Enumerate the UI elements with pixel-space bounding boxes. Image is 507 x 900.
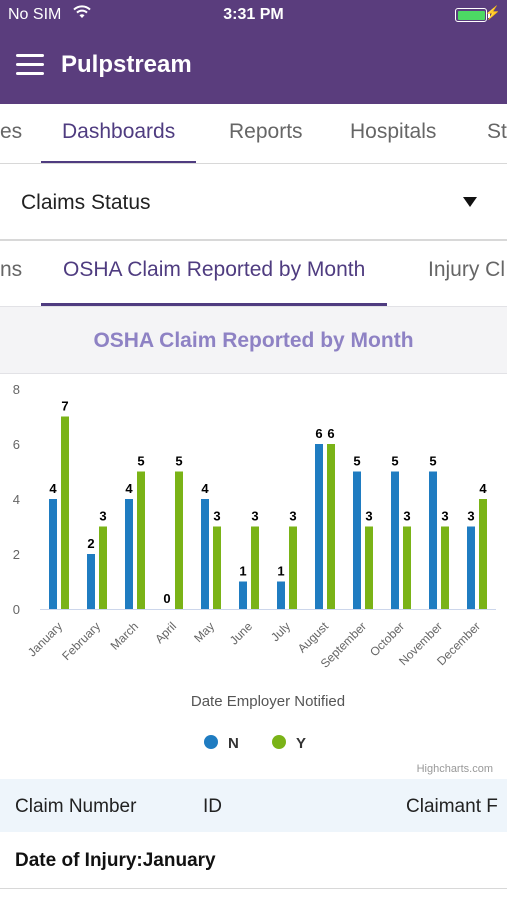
bar-n bbox=[391, 471, 399, 609]
chart-title: OSHA Claim Reported by Month bbox=[93, 329, 414, 352]
bar-chart: 0 2 4 6 8 4 7 January 2 3 February 4 5 March 0 5 April 4 3… bbox=[0, 375, 507, 778]
app-title: Pulpstream bbox=[61, 51, 192, 78]
nav-tabs: es Dashboards Reports Hospitals St bbox=[0, 104, 507, 164]
x-tick-label: August bbox=[295, 619, 332, 656]
bar-y bbox=[365, 526, 373, 609]
data-label: 5 bbox=[391, 454, 398, 469]
bar-y bbox=[403, 526, 411, 609]
bar-n bbox=[201, 499, 209, 609]
hamburger-icon[interactable] bbox=[16, 54, 44, 76]
bar-y bbox=[479, 499, 487, 609]
data-label: 1 bbox=[277, 564, 284, 579]
legend-marker-y bbox=[272, 735, 286, 749]
legend-marker-n bbox=[204, 735, 218, 749]
caret-down-icon bbox=[463, 197, 477, 207]
data-label: 5 bbox=[175, 454, 182, 469]
subtab-osha-claim-by-month[interactable]: OSHA Claim Reported by Month bbox=[40, 243, 388, 306]
bar-n bbox=[315, 444, 323, 609]
data-label: 0 bbox=[163, 591, 170, 606]
bar-y bbox=[327, 444, 335, 609]
data-label: 6 bbox=[327, 426, 334, 441]
bar-y bbox=[137, 471, 145, 609]
x-axis-title: Date Employer Notified bbox=[191, 693, 345, 710]
bar-y bbox=[251, 526, 259, 609]
x-tick-label: May bbox=[191, 619, 217, 645]
chart-canvas: 0246847January23February45March05April43… bbox=[13, 382, 496, 775]
subtab-partial-left[interactable]: ns bbox=[0, 258, 23, 281]
bar-n bbox=[277, 581, 285, 609]
app-bar: Pulpstream bbox=[0, 30, 507, 104]
tab-partial-left[interactable]: es bbox=[0, 120, 23, 143]
data-label: 3 bbox=[365, 509, 372, 524]
bar-y bbox=[441, 526, 449, 609]
bar-n bbox=[467, 526, 475, 609]
y-tick-label: 8 bbox=[13, 382, 20, 397]
column-claimant[interactable]: Claimant F bbox=[406, 796, 498, 817]
chart-tabs: ns OSHA Claim Reported by Month Injury C… bbox=[0, 243, 507, 306]
data-label: 3 bbox=[441, 509, 448, 524]
dashboard-select[interactable]: Claims Status bbox=[0, 165, 507, 241]
column-id[interactable]: ID bbox=[203, 796, 222, 817]
y-tick-label: 0 bbox=[13, 602, 20, 617]
bar-n bbox=[429, 471, 437, 609]
bar-y bbox=[175, 471, 183, 609]
column-claim-number[interactable]: Claim Number bbox=[15, 796, 137, 817]
wifi-icon bbox=[72, 4, 92, 25]
bar-y bbox=[61, 416, 69, 609]
bar-n bbox=[353, 471, 361, 609]
tab-hospitals[interactable]: Hospitals bbox=[350, 120, 437, 143]
status-bar: No SIM 3:31 PM ⚡ bbox=[0, 0, 507, 30]
dashboard-select-value: Claims Status bbox=[21, 191, 151, 214]
group-label: Date of Injury:January bbox=[15, 850, 216, 871]
y-tick-label: 6 bbox=[13, 437, 20, 452]
tab-dashboards[interactable]: Dashboards bbox=[40, 104, 197, 163]
data-label: 5 bbox=[137, 454, 144, 469]
data-label: 3 bbox=[213, 509, 220, 524]
data-label: 5 bbox=[353, 454, 360, 469]
data-label: 2 bbox=[87, 536, 94, 551]
data-label: 5 bbox=[429, 454, 436, 469]
data-label: 7 bbox=[61, 399, 68, 414]
bar-n bbox=[87, 554, 95, 609]
data-label: 4 bbox=[479, 481, 487, 496]
bar-n bbox=[125, 499, 133, 609]
data-label: 6 bbox=[315, 426, 322, 441]
tab-partial-right[interactable]: St bbox=[487, 120, 507, 143]
bar-y bbox=[99, 526, 107, 609]
data-label: 3 bbox=[99, 509, 106, 524]
data-label: 3 bbox=[289, 509, 296, 524]
x-tick-label: July bbox=[268, 619, 293, 644]
x-tick-label: June bbox=[227, 619, 256, 648]
data-label: 3 bbox=[467, 509, 474, 524]
data-label: 3 bbox=[403, 509, 410, 524]
bar-y bbox=[213, 526, 221, 609]
bar-n bbox=[239, 581, 247, 609]
clock: 3:31 PM bbox=[223, 6, 284, 23]
data-label: 4 bbox=[201, 481, 209, 496]
data-label: 3 bbox=[251, 509, 258, 524]
chart-credits: Highcharts.com bbox=[417, 763, 493, 775]
legend-label-n: N bbox=[228, 735, 239, 752]
carrier-label: No SIM bbox=[8, 6, 62, 23]
table-group-row[interactable]: Date of Injury:January bbox=[0, 832, 507, 889]
subtab-partial-right[interactable]: Injury Cl bbox=[428, 258, 506, 281]
x-tick-label: April bbox=[152, 619, 179, 646]
chart-title-bar: OSHA Claim Reported by Month bbox=[0, 306, 507, 374]
bar-n bbox=[49, 499, 57, 609]
x-tick-label: March bbox=[108, 619, 141, 652]
y-tick-label: 4 bbox=[13, 492, 20, 507]
data-label: 1 bbox=[239, 564, 246, 579]
data-label: 4 bbox=[125, 481, 133, 496]
x-tick-label: February bbox=[59, 619, 103, 663]
bar-y bbox=[289, 526, 297, 609]
tab-reports[interactable]: Reports bbox=[229, 120, 303, 143]
charging-bolt-icon: ⚡ bbox=[484, 5, 501, 20]
legend-label-y: Y bbox=[296, 735, 306, 752]
battery-icon bbox=[455, 8, 490, 22]
y-tick-label: 2 bbox=[13, 547, 20, 562]
data-label: 4 bbox=[49, 481, 57, 496]
table-header: Claim Number ID Claimant F bbox=[0, 779, 507, 832]
